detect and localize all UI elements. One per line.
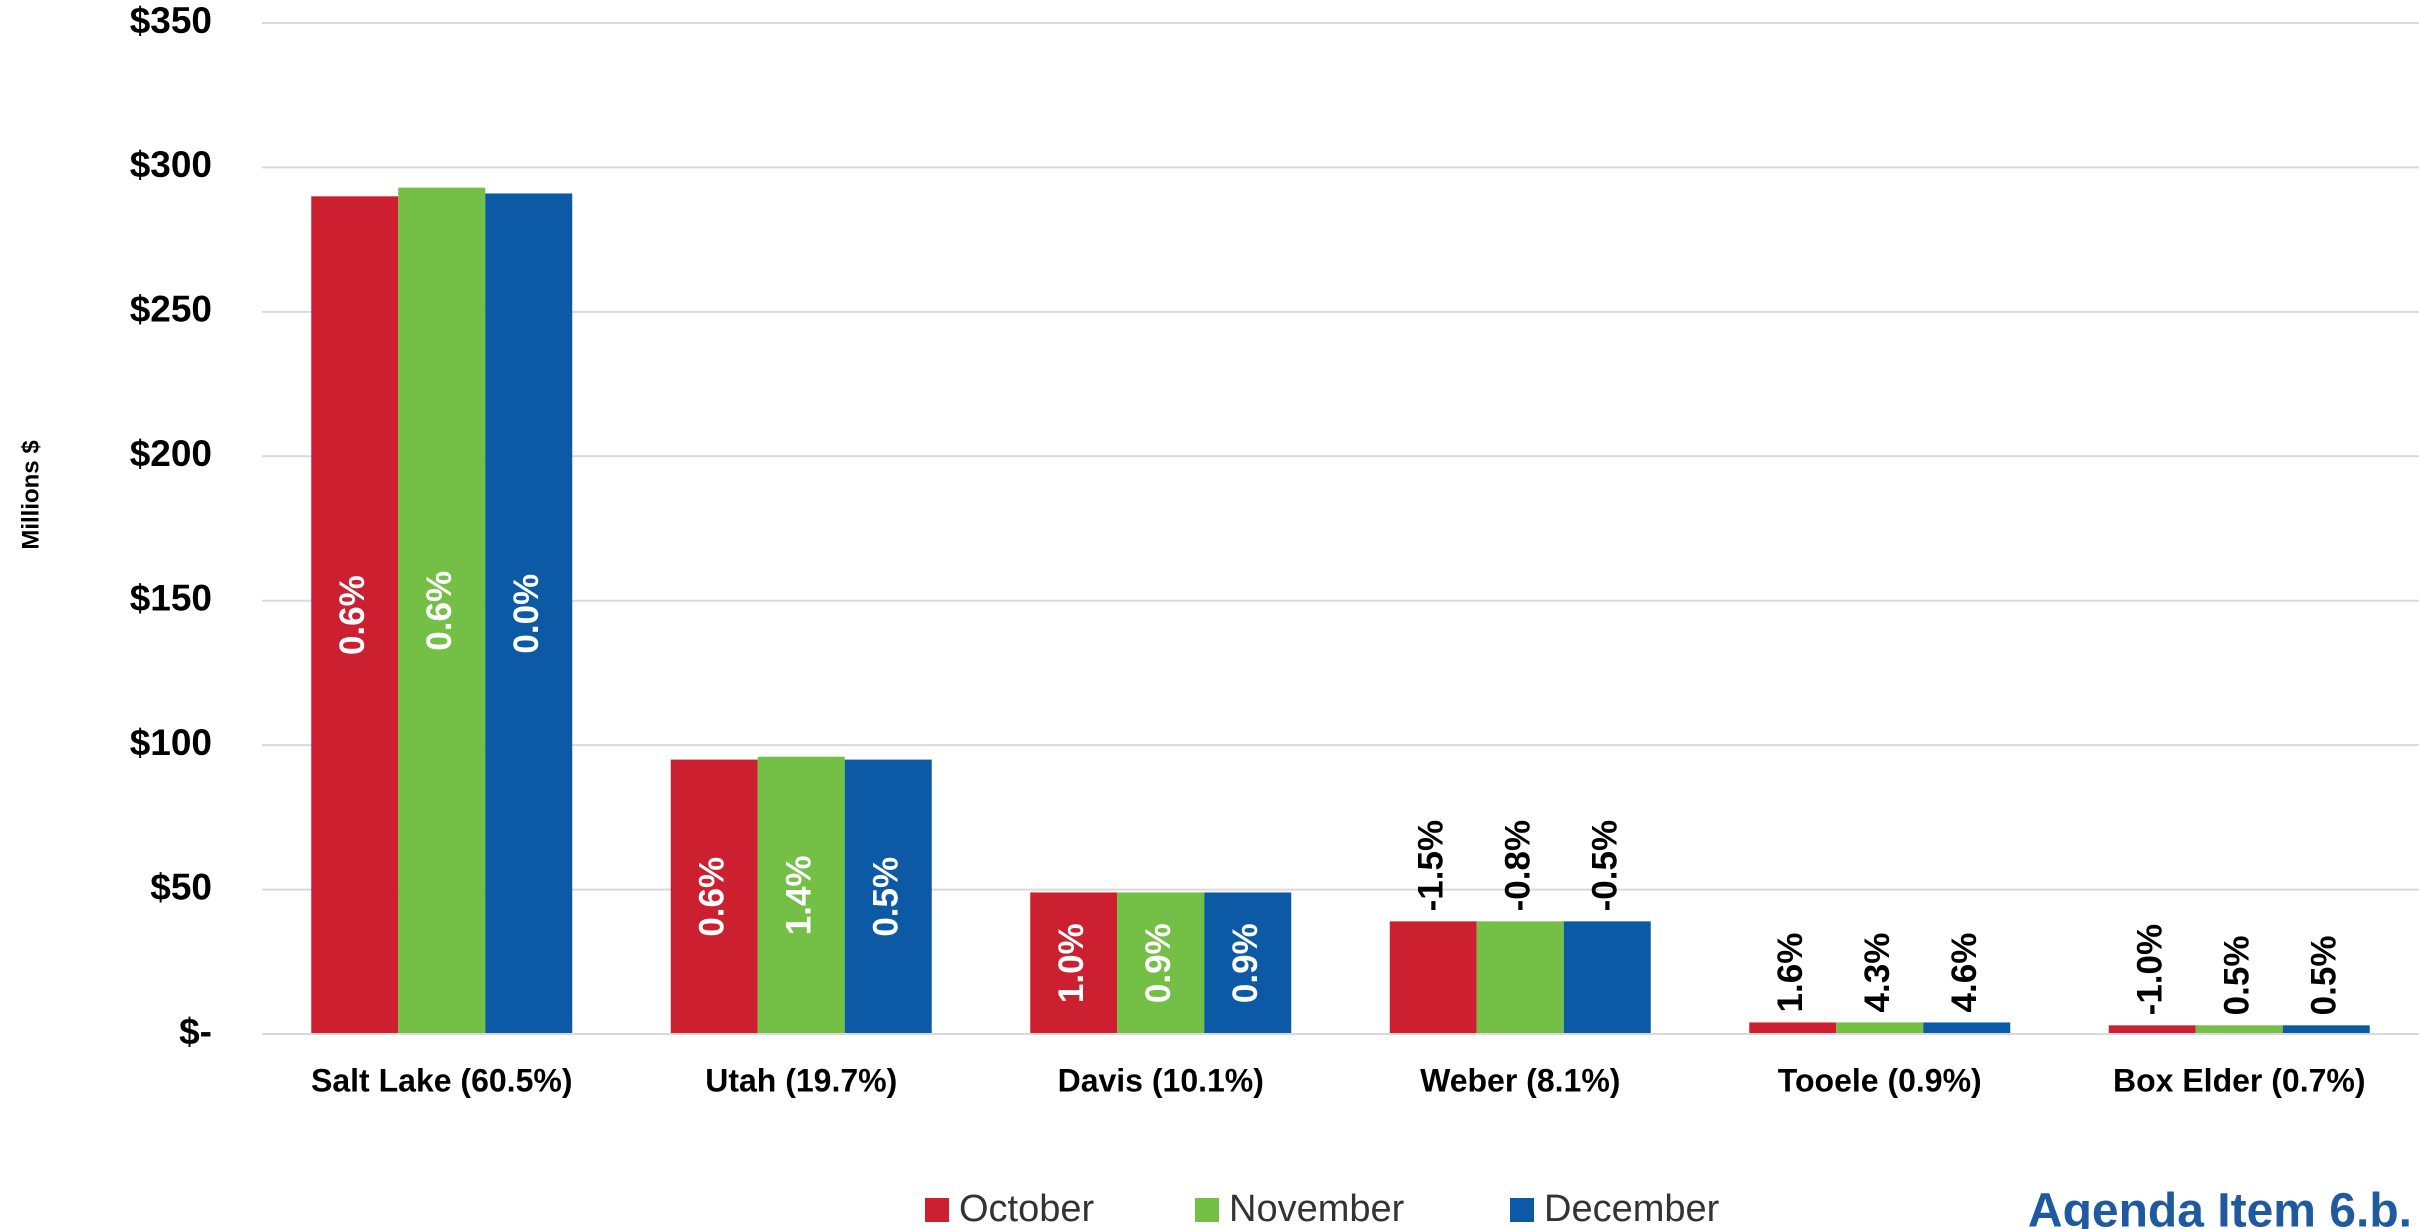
y-tick-label: $200 <box>130 433 212 474</box>
bar-growth-label: 1.0% <box>1052 923 1091 1003</box>
bar <box>485 193 573 1034</box>
y-tick-label: $100 <box>130 722 212 763</box>
bar-growth-label: 0.6% <box>333 575 372 655</box>
bar-growth-label: 1.6% <box>1771 933 1810 1013</box>
y-tick-label: $50 <box>150 866 212 907</box>
bar <box>2108 1025 2196 1034</box>
legend-swatch <box>1195 1198 1219 1222</box>
legend-label: October <box>959 1188 1095 1229</box>
x-tick-label: Davis (10.1%) <box>1058 1062 1264 1098</box>
y-tick-label: $350 <box>130 0 212 41</box>
bar <box>1117 892 1205 1034</box>
bar-growth-label: -0.5% <box>1586 820 1625 911</box>
y-tick-label: $- <box>179 1011 212 1052</box>
bar-growth-label: 0.0% <box>507 574 546 654</box>
x-tick-label: Salt Lake (60.5%) <box>311 1062 572 1098</box>
bar-growth-label: 0.9% <box>1139 923 1178 1003</box>
y-tick-label: $150 <box>130 577 212 618</box>
bar <box>1749 1022 1837 1034</box>
annotation: Agenda Item 6.b. <box>2028 1185 2412 1229</box>
bar-growth-label: 0.9% <box>1226 923 1265 1003</box>
x-tick-label: Box Elder (0.7%) <box>2113 1062 2366 1098</box>
bar-growth-label: 4.3% <box>1858 933 1897 1013</box>
bar-growth-label: 0.5% <box>2305 936 2344 1016</box>
legend-swatch <box>1510 1198 1534 1222</box>
bar <box>757 756 845 1034</box>
bar-growth-label: 0.5% <box>2218 936 2257 1016</box>
bar-growth-label: 4.6% <box>1945 933 1984 1013</box>
bar <box>1923 1022 2011 1034</box>
bar-growth-label: 0.6% <box>693 857 732 937</box>
bar-growth-label: 0.5% <box>867 857 906 937</box>
bar <box>311 196 399 1035</box>
bar <box>2282 1025 2370 1034</box>
bar-growth-label: 0.6% <box>420 571 459 651</box>
bar-growth-label: -1.5% <box>1412 820 1451 911</box>
bar-growth-label: -0.8% <box>1499 820 1538 911</box>
bar <box>1563 921 1651 1034</box>
x-tick-label: Utah (19.7%) <box>705 1062 897 1098</box>
bar <box>1204 892 1292 1034</box>
y-tick-label: $250 <box>130 289 212 330</box>
x-tick-label: Tooele (0.9%) <box>1778 1062 1982 1098</box>
bar <box>844 759 932 1034</box>
bar <box>670 759 758 1034</box>
legend-swatch <box>925 1198 949 1222</box>
bar <box>398 187 486 1035</box>
bar <box>1476 921 1564 1034</box>
y-tick-label: $300 <box>130 144 212 185</box>
x-tick-label: Weber (8.1%) <box>1420 1062 1620 1098</box>
bar <box>2195 1025 2283 1034</box>
bar <box>1030 892 1118 1034</box>
bar-growth-label: 1.4% <box>780 855 819 935</box>
bar <box>1389 921 1477 1034</box>
bar-growth-label: -1.0% <box>2131 924 2170 1015</box>
y-axis-label: Millions $ <box>17 440 44 550</box>
legend-label: November <box>1229 1188 1405 1229</box>
bar <box>1836 1022 1924 1034</box>
legend-label: December <box>1544 1188 1720 1229</box>
